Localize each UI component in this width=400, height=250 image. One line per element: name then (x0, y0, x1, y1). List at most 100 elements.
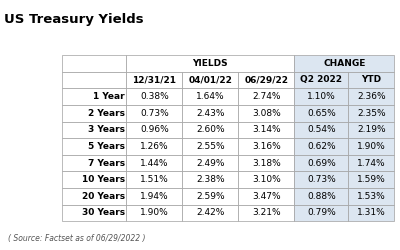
Bar (294, 204, 348, 221)
Text: 3.47%: 3.47% (252, 192, 281, 201)
Bar (294, 122, 348, 138)
Text: 3 Years: 3 Years (88, 125, 125, 134)
Text: 1.10%: 1.10% (307, 92, 336, 101)
Text: 04/01/22: 04/01/22 (188, 76, 232, 84)
Text: 0.69%: 0.69% (307, 158, 336, 168)
Text: 0.65%: 0.65% (307, 109, 336, 118)
Bar (126, 172, 182, 188)
Text: 30 Years: 30 Years (82, 208, 125, 218)
Text: 3.08%: 3.08% (252, 109, 281, 118)
Text: 1.53%: 1.53% (357, 192, 386, 201)
Bar (62, 88, 126, 105)
Text: 1.64%: 1.64% (196, 92, 225, 101)
Text: 2.42%: 2.42% (196, 208, 224, 218)
Text: 3.10%: 3.10% (252, 175, 281, 184)
Bar (238, 204, 294, 221)
Bar (348, 105, 394, 122)
Text: 3.16%: 3.16% (252, 142, 281, 151)
Text: 3.21%: 3.21% (252, 208, 281, 218)
Bar (182, 204, 238, 221)
Bar (62, 122, 126, 138)
Bar (294, 188, 348, 204)
Bar (62, 72, 126, 88)
Bar (182, 172, 238, 188)
Bar (182, 122, 238, 138)
Text: 0.79%: 0.79% (307, 208, 336, 218)
Bar (348, 188, 394, 204)
Text: ( Source: Factset as of 06/29/2022 ): ( Source: Factset as of 06/29/2022 ) (8, 234, 146, 242)
Bar (126, 72, 182, 88)
Bar (182, 138, 238, 155)
Text: 2.74%: 2.74% (252, 92, 281, 101)
Bar (348, 172, 394, 188)
Text: 5 Years: 5 Years (88, 142, 125, 151)
Text: 1.90%: 1.90% (357, 142, 386, 151)
Text: 2.36%: 2.36% (357, 92, 386, 101)
Text: 2.55%: 2.55% (196, 142, 225, 151)
Bar (126, 155, 182, 172)
Bar (294, 105, 348, 122)
Bar (62, 188, 126, 204)
Text: 06/29/22: 06/29/22 (244, 76, 288, 84)
Text: 1.26%: 1.26% (140, 142, 169, 151)
Bar (238, 122, 294, 138)
Bar (126, 204, 182, 221)
Bar (348, 72, 394, 88)
Bar (182, 155, 238, 172)
Bar (62, 172, 126, 188)
Bar (182, 188, 238, 204)
Bar (294, 55, 394, 72)
Text: 12/31/21: 12/31/21 (132, 76, 176, 84)
Bar (62, 155, 126, 172)
Text: 10 Years: 10 Years (82, 175, 125, 184)
Text: 3.14%: 3.14% (252, 125, 281, 134)
Bar (126, 188, 182, 204)
Text: 2.43%: 2.43% (196, 109, 225, 118)
Bar (182, 88, 238, 105)
Text: 0.38%: 0.38% (140, 92, 169, 101)
Text: 2.38%: 2.38% (196, 175, 225, 184)
Text: 7 Years: 7 Years (88, 158, 125, 168)
Bar (62, 204, 126, 221)
Text: 0.96%: 0.96% (140, 125, 169, 134)
Text: 2.60%: 2.60% (196, 125, 225, 134)
Text: US Treasury Yields: US Treasury Yields (4, 12, 144, 26)
Text: 3.18%: 3.18% (252, 158, 281, 168)
Bar (126, 88, 182, 105)
Text: 2.19%: 2.19% (357, 125, 386, 134)
Text: CHANGE: CHANGE (323, 59, 365, 68)
Bar (294, 172, 348, 188)
Bar (182, 105, 238, 122)
Bar (238, 88, 294, 105)
Bar (294, 72, 348, 88)
Text: YTD: YTD (361, 76, 381, 84)
Text: YIELDS: YIELDS (192, 59, 228, 68)
Text: 0.62%: 0.62% (307, 142, 336, 151)
Text: 0.73%: 0.73% (307, 175, 336, 184)
Text: 1.31%: 1.31% (357, 208, 386, 218)
Bar (126, 122, 182, 138)
Bar (238, 188, 294, 204)
Bar (62, 105, 126, 122)
Text: 2.59%: 2.59% (196, 192, 225, 201)
Text: 1.44%: 1.44% (140, 158, 168, 168)
Text: 2.35%: 2.35% (357, 109, 386, 118)
Bar (294, 155, 348, 172)
Text: 1 Year: 1 Year (93, 92, 125, 101)
Text: 0.88%: 0.88% (307, 192, 336, 201)
Bar (348, 155, 394, 172)
Bar (238, 105, 294, 122)
Bar (348, 88, 394, 105)
Bar (238, 172, 294, 188)
Text: 2.49%: 2.49% (196, 158, 225, 168)
Bar (348, 204, 394, 221)
Bar (62, 138, 126, 155)
Text: Q2 2022: Q2 2022 (300, 76, 342, 84)
Bar (182, 72, 238, 88)
Text: 20 Years: 20 Years (82, 192, 125, 201)
Bar (62, 55, 126, 72)
Bar (348, 122, 394, 138)
Bar (126, 105, 182, 122)
Bar (348, 138, 394, 155)
Text: 1.51%: 1.51% (140, 175, 169, 184)
